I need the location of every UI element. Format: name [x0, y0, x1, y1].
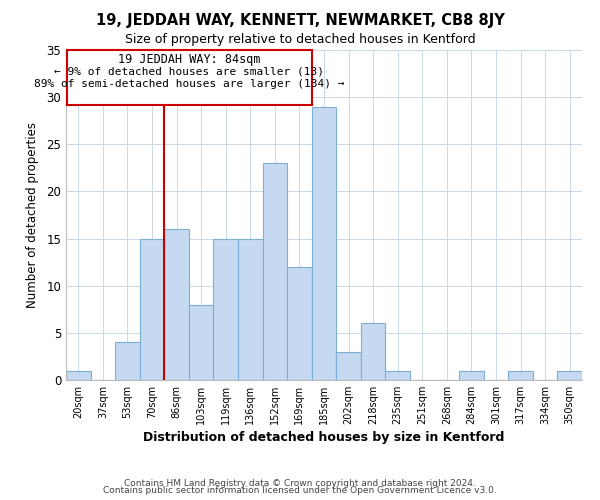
Bar	[263, 163, 287, 380]
Bar	[140, 238, 164, 380]
Bar	[164, 229, 189, 380]
Text: 19 JEDDAH WAY: 84sqm: 19 JEDDAH WAY: 84sqm	[118, 53, 261, 66]
Bar	[238, 238, 263, 380]
Text: Size of property relative to detached houses in Kentford: Size of property relative to detached ho…	[125, 32, 475, 46]
Y-axis label: Number of detached properties: Number of detached properties	[26, 122, 40, 308]
Text: ← 9% of detached houses are smaller (13): ← 9% of detached houses are smaller (13)	[55, 67, 325, 77]
Bar	[115, 342, 140, 380]
Text: Contains HM Land Registry data © Crown copyright and database right 2024.: Contains HM Land Registry data © Crown c…	[124, 478, 476, 488]
FancyBboxPatch shape	[67, 50, 312, 104]
Text: Contains public sector information licensed under the Open Government Licence v3: Contains public sector information licen…	[103, 486, 497, 495]
Bar	[312, 106, 336, 380]
Bar	[214, 238, 238, 380]
Bar	[385, 370, 410, 380]
Text: 19, JEDDAH WAY, KENNETT, NEWMARKET, CB8 8JY: 19, JEDDAH WAY, KENNETT, NEWMARKET, CB8 …	[95, 12, 505, 28]
Bar	[459, 370, 484, 380]
Bar	[361, 324, 385, 380]
Bar	[557, 370, 582, 380]
X-axis label: Distribution of detached houses by size in Kentford: Distribution of detached houses by size …	[143, 431, 505, 444]
Text: 89% of semi-detached houses are larger (134) →: 89% of semi-detached houses are larger (…	[34, 79, 345, 89]
Bar	[66, 370, 91, 380]
Bar	[336, 352, 361, 380]
Bar	[189, 304, 214, 380]
Bar	[287, 267, 312, 380]
Bar	[508, 370, 533, 380]
